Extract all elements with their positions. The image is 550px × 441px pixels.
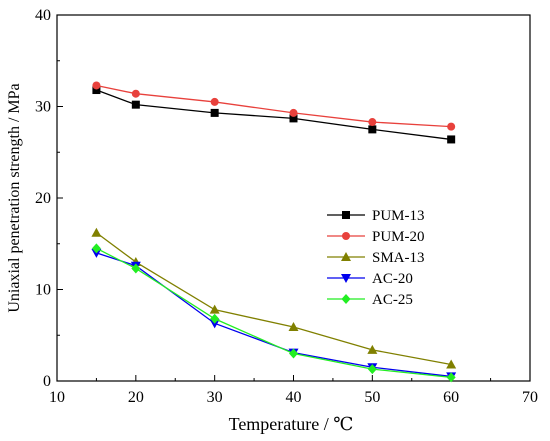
y-axis: 0 10 20 30 40 bbox=[35, 7, 63, 390]
data-point-sma-13 bbox=[446, 359, 457, 369]
series-line-pum-13 bbox=[96, 89, 452, 141]
series-pum-13 bbox=[92, 86, 456, 144]
series-line-pum-20 bbox=[96, 84, 452, 128]
data-point-sma-13 bbox=[367, 344, 378, 354]
data-point-sma-13 bbox=[288, 322, 299, 332]
data-point-ac-25 bbox=[446, 372, 456, 383]
legend-marker-pum-13 bbox=[342, 211, 350, 219]
y-tick-label: 0 bbox=[43, 373, 51, 390]
data-point-sma-13 bbox=[209, 304, 220, 314]
series-line-ac-25 bbox=[96, 247, 452, 378]
data-point-pum-13 bbox=[210, 108, 219, 117]
legend-item-ac-25: AC-25 bbox=[327, 292, 413, 308]
legend-marker-pum-20 bbox=[342, 232, 350, 240]
y-tick-label: 30 bbox=[35, 99, 51, 116]
x-axis-title: Temperature / ℃ bbox=[229, 414, 354, 434]
data-point-ac-25 bbox=[289, 348, 298, 359]
legend-label-sma-13: SMA-13 bbox=[372, 250, 425, 266]
x-tick-label: 70 bbox=[522, 389, 538, 406]
y-tick-label: 10 bbox=[35, 282, 51, 299]
legend: PUM-13 PUM-20 SMA-13 AC-20 AC-25 bbox=[327, 208, 425, 308]
legend-label-pum-20: PUM-20 bbox=[372, 229, 425, 245]
legend-item-pum-13: PUM-13 bbox=[327, 208, 425, 224]
data-point-ac-20 bbox=[209, 319, 220, 329]
x-axis: 10 20 30 40 50 60 70 bbox=[49, 375, 538, 406]
data-point-ac-20 bbox=[91, 248, 102, 258]
data-point-pum-13 bbox=[447, 135, 456, 144]
series-layer bbox=[91, 81, 457, 383]
legend-label-ac-20: AC-20 bbox=[372, 271, 413, 287]
legend-label-pum-13: PUM-13 bbox=[372, 208, 425, 224]
series-line-sma-13 bbox=[96, 232, 452, 366]
series-line-ac-20 bbox=[96, 252, 452, 378]
data-point-pum-13 bbox=[289, 114, 298, 123]
data-point-pum-13 bbox=[131, 100, 140, 109]
data-point-ac-25 bbox=[367, 364, 377, 375]
x-tick-label: 40 bbox=[286, 389, 302, 406]
y-tick-label: 40 bbox=[35, 7, 51, 24]
legend-item-pum-20: PUM-20 bbox=[327, 229, 425, 245]
y-tick-label: 20 bbox=[35, 190, 51, 207]
x-tick-label: 30 bbox=[207, 389, 223, 406]
data-point-sma-13 bbox=[91, 227, 102, 237]
series-pum-20 bbox=[92, 81, 456, 131]
data-point-pum-20 bbox=[92, 81, 101, 90]
legend-marker-ac-20 bbox=[341, 274, 351, 283]
data-point-pum-13 bbox=[92, 86, 101, 95]
legend-item-sma-13: SMA-13 bbox=[327, 250, 425, 266]
series-ac-25 bbox=[91, 243, 456, 383]
x-tick-label: 50 bbox=[364, 389, 380, 406]
data-point-pum-20 bbox=[131, 89, 140, 98]
legend-label-ac-25: AC-25 bbox=[372, 292, 413, 308]
x-tick-label: 20 bbox=[128, 389, 144, 406]
data-point-ac-25 bbox=[210, 313, 220, 324]
data-point-pum-20 bbox=[368, 118, 377, 127]
x-tick-label: 60 bbox=[443, 389, 459, 406]
legend-marker-ac-25 bbox=[341, 294, 351, 304]
legend-marker-sma-13 bbox=[341, 252, 351, 261]
x-tick-label: 10 bbox=[49, 389, 65, 406]
data-point-pum-20 bbox=[210, 97, 219, 106]
legend-item-ac-20: AC-20 bbox=[327, 271, 413, 287]
y-axis-title: Uniaxial penetration strength / MPa bbox=[6, 83, 23, 312]
data-point-pum-13 bbox=[368, 125, 377, 134]
data-point-ac-25 bbox=[131, 263, 141, 274]
data-point-ac-25 bbox=[91, 243, 101, 254]
data-point-pum-20 bbox=[447, 122, 456, 131]
data-point-pum-20 bbox=[289, 108, 298, 117]
